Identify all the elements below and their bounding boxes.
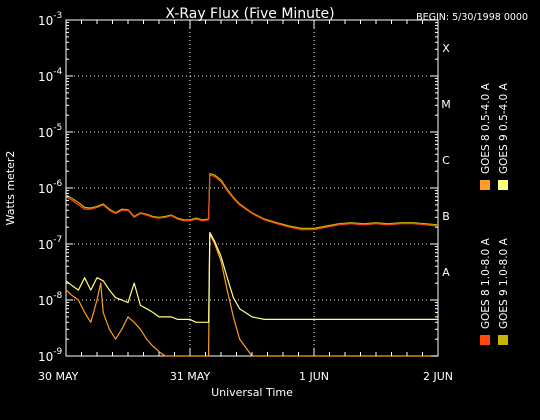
flare-class-label: B [442, 210, 450, 223]
series-line [65, 233, 438, 357]
y-tick-label: 10-8 [38, 291, 63, 308]
legend-label: GOES 9 0.5-4.0 A [498, 82, 510, 174]
x-tick-label: 2 JUN [423, 370, 453, 383]
y-tick-label: 10-5 [38, 123, 62, 140]
legend-swatch [498, 335, 508, 345]
x-tick-label: 31 MAY [170, 370, 211, 383]
x-tick-label: 30 MAY [38, 370, 79, 383]
legend-swatch [480, 335, 490, 345]
y-axis-title: Watts meter2 [4, 151, 17, 226]
legend-swatch [480, 180, 490, 190]
flare-class-label: X [442, 42, 450, 55]
x-axis-title: Universal Time [211, 386, 293, 399]
legend: GOES 8 1.0-8.0 A GOES 8 0.5-4.0 A GOES 9 1… [480, 82, 510, 345]
legend-label: GOES 9 1.0-8.0 A [498, 237, 510, 329]
legend-label: GOES 8 1.0-8.0 A [480, 237, 492, 329]
y-tick-label: 10-6 [38, 179, 63, 196]
legend-swatch [498, 180, 508, 190]
x-tick-label: 1 JUN [299, 370, 329, 383]
flare-class-label: C [442, 154, 450, 167]
flare-class-label: A [442, 266, 450, 279]
y-axis: 10-9 10-8 10-7 10-6 10-5 10-4 10-3 [38, 11, 438, 364]
series-line [65, 174, 439, 231]
series-line [65, 173, 439, 229]
begin-label: BEGIN: 5/30/1998 0000 [416, 12, 528, 23]
y-tick-label: 10-7 [38, 235, 62, 252]
chart-title: X-Ray Flux (Five Minute) [165, 6, 334, 22]
legend-label: GOES 8 0.5-4.0 A [480, 82, 492, 174]
y-tick-label: 10-3 [38, 11, 62, 28]
series-line [65, 232, 438, 323]
flare-class-label: M [441, 98, 451, 111]
flare-class-axis: A B C M X [441, 42, 451, 279]
series-layer [65, 173, 439, 357]
y-tick-label: 10-4 [38, 67, 63, 84]
y-tick-label: 10-9 [38, 347, 63, 364]
x-axis: 30 MAY 31 MAY 1 JUN 2 JUN [38, 20, 453, 383]
grid [66, 20, 438, 356]
